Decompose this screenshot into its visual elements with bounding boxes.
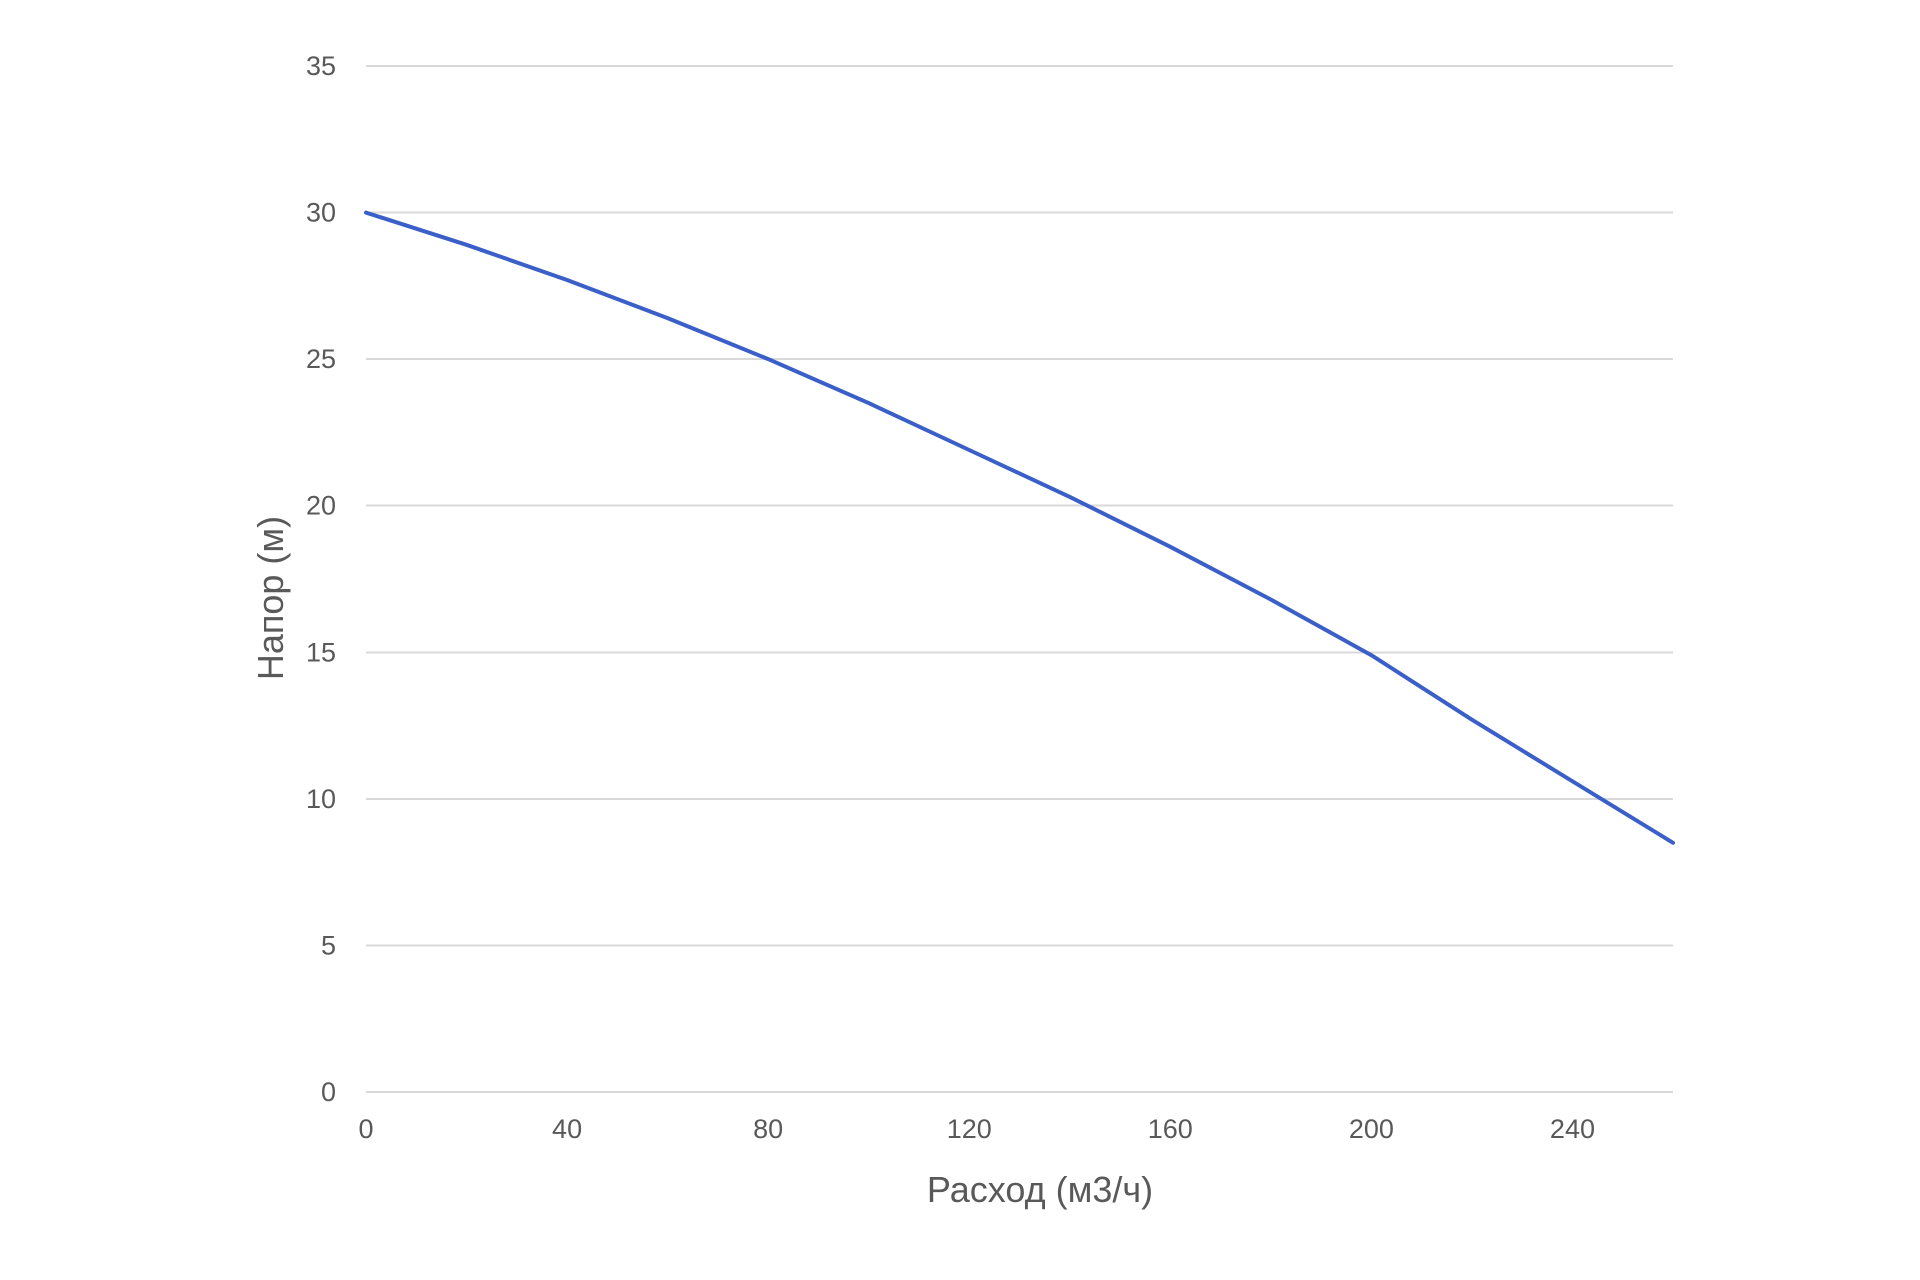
x-tick-label: 0 [358, 1114, 373, 1144]
y-tick-label: 5 [321, 930, 336, 960]
x-tick-label: 80 [753, 1114, 783, 1144]
y-tick-label: 15 [306, 637, 336, 667]
y-tick-label: 35 [306, 51, 336, 81]
y-tick-label: 10 [306, 784, 336, 814]
x-tick-label: 200 [1349, 1114, 1394, 1144]
y-tick-label: 0 [321, 1077, 336, 1107]
series-layer [364, 210, 1675, 845]
gridlines [366, 65, 1673, 1093]
y-tick-label: 25 [306, 344, 336, 374]
y-tick-label: 20 [306, 491, 336, 521]
x-tick-label: 40 [552, 1114, 582, 1144]
y-tick-labels: 0 5 10 15 20 25 30 35 [306, 51, 336, 1107]
y-axis-title: Напор (м) [250, 516, 291, 680]
y-tick-label: 30 [306, 198, 336, 228]
x-axis-title: Расход (м3/ч) [927, 1169, 1153, 1210]
x-tick-labels: 0 40 80 120 160 200 240 [358, 1114, 1595, 1144]
x-tick-label: 160 [1148, 1114, 1193, 1144]
x-tick-label: 240 [1550, 1114, 1595, 1144]
series-line-0 [364, 210, 1675, 845]
x-tick-label: 120 [947, 1114, 992, 1144]
